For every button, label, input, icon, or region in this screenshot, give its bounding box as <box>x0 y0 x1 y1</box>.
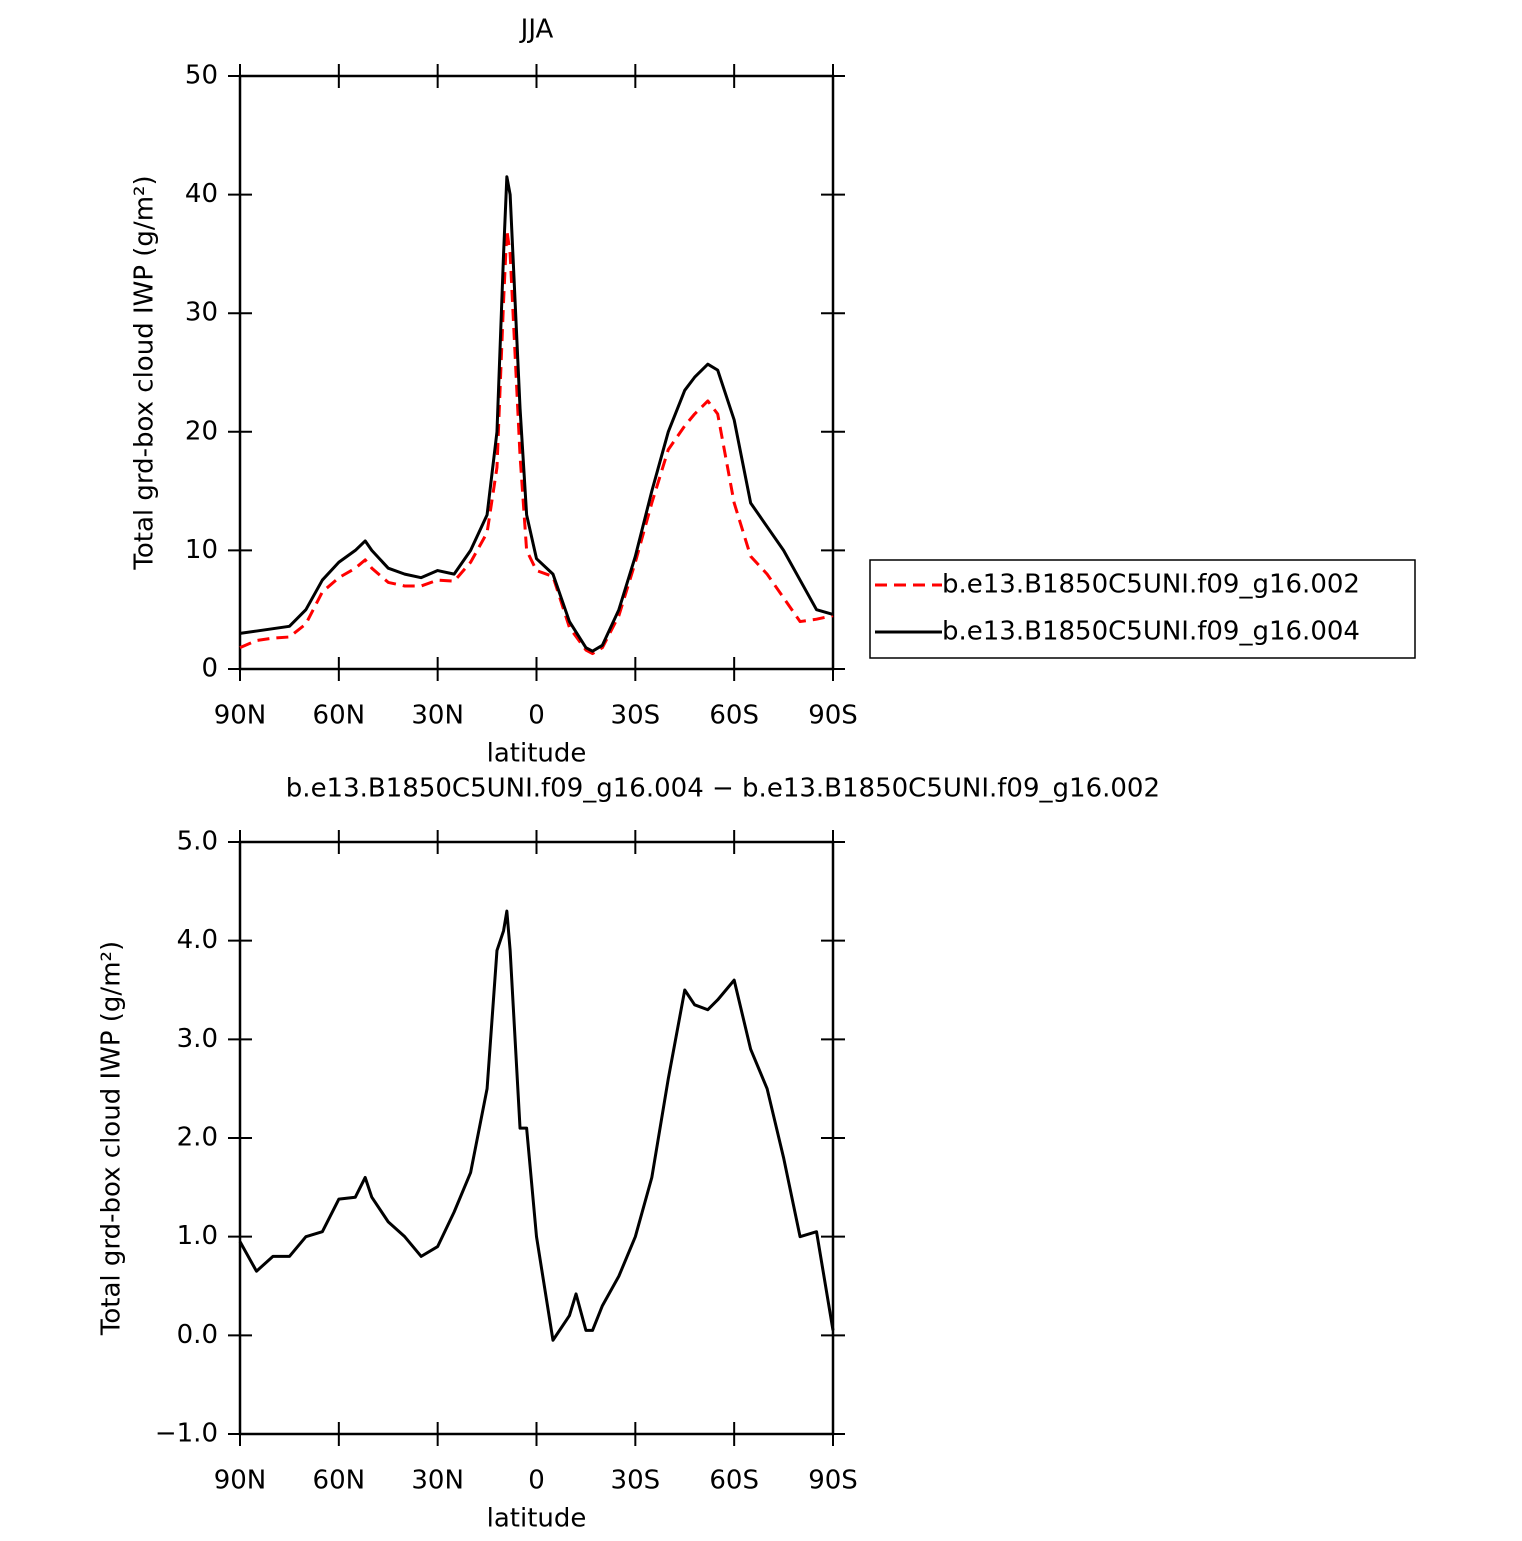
data-line <box>239 175 834 653</box>
x-tick-label: 30S <box>611 701 661 731</box>
legend-label: b.e13.B1850C5UNI.f09_g16.004 <box>942 617 1360 647</box>
y-tick-label: 2.0 <box>177 1123 218 1153</box>
chart-title: JJA <box>519 15 554 45</box>
x-tick-label: 90N <box>214 1466 267 1496</box>
x-tick-label: 90N <box>214 701 267 731</box>
x-axis-label: latitude <box>487 739 587 769</box>
x-tick-label: 90S <box>808 1466 858 1496</box>
x-tick-label: 60S <box>709 701 759 731</box>
x-axis-label: latitude <box>487 1504 587 1534</box>
y-tick-label: 50 <box>185 61 218 91</box>
x-tick-label: 60S <box>709 1466 759 1496</box>
y-tick-label: 0 <box>201 654 218 684</box>
y-tick-label: 3.0 <box>177 1024 218 1054</box>
y-tick-label: 0.0 <box>177 1320 218 1350</box>
y-axis-label: Total grd-box cloud IWP (g/m²) <box>97 941 127 1336</box>
plot-frame <box>238 840 835 1436</box>
y-tick-label: 40 <box>185 179 218 209</box>
y-tick-label: 30 <box>185 298 218 328</box>
x-tick-label: 60N <box>313 701 366 731</box>
y-tick-label: 20 <box>185 416 218 446</box>
y-axis-label: Total grd-box cloud IWP (g/m²) <box>130 175 160 570</box>
chart-title: b.e13.B1850C5UNI.f09_g16.004 − b.e13.B18… <box>286 774 1160 804</box>
x-tick-label: 30N <box>411 1466 464 1496</box>
plot-frame <box>238 74 835 671</box>
x-tick-label: 0 <box>528 1466 545 1496</box>
y-tick-label: 1.0 <box>177 1221 218 1251</box>
legend-label: b.e13.B1850C5UNI.f09_g16.002 <box>942 570 1360 600</box>
x-tick-label: 30N <box>411 701 464 731</box>
data-line <box>239 228 834 656</box>
x-tick-label: 60N <box>313 1466 366 1496</box>
data-line <box>238 909 835 1342</box>
y-tick-label: −1.0 <box>155 1419 218 1449</box>
x-tick-label: 30S <box>611 1466 661 1496</box>
y-tick-label: 10 <box>185 535 218 565</box>
x-tick-label: 0 <box>528 701 545 731</box>
legend-box <box>869 559 1416 659</box>
y-tick-label: 4.0 <box>177 925 218 955</box>
x-tick-label: 90S <box>808 701 858 731</box>
y-tick-label: 5.0 <box>177 827 218 857</box>
